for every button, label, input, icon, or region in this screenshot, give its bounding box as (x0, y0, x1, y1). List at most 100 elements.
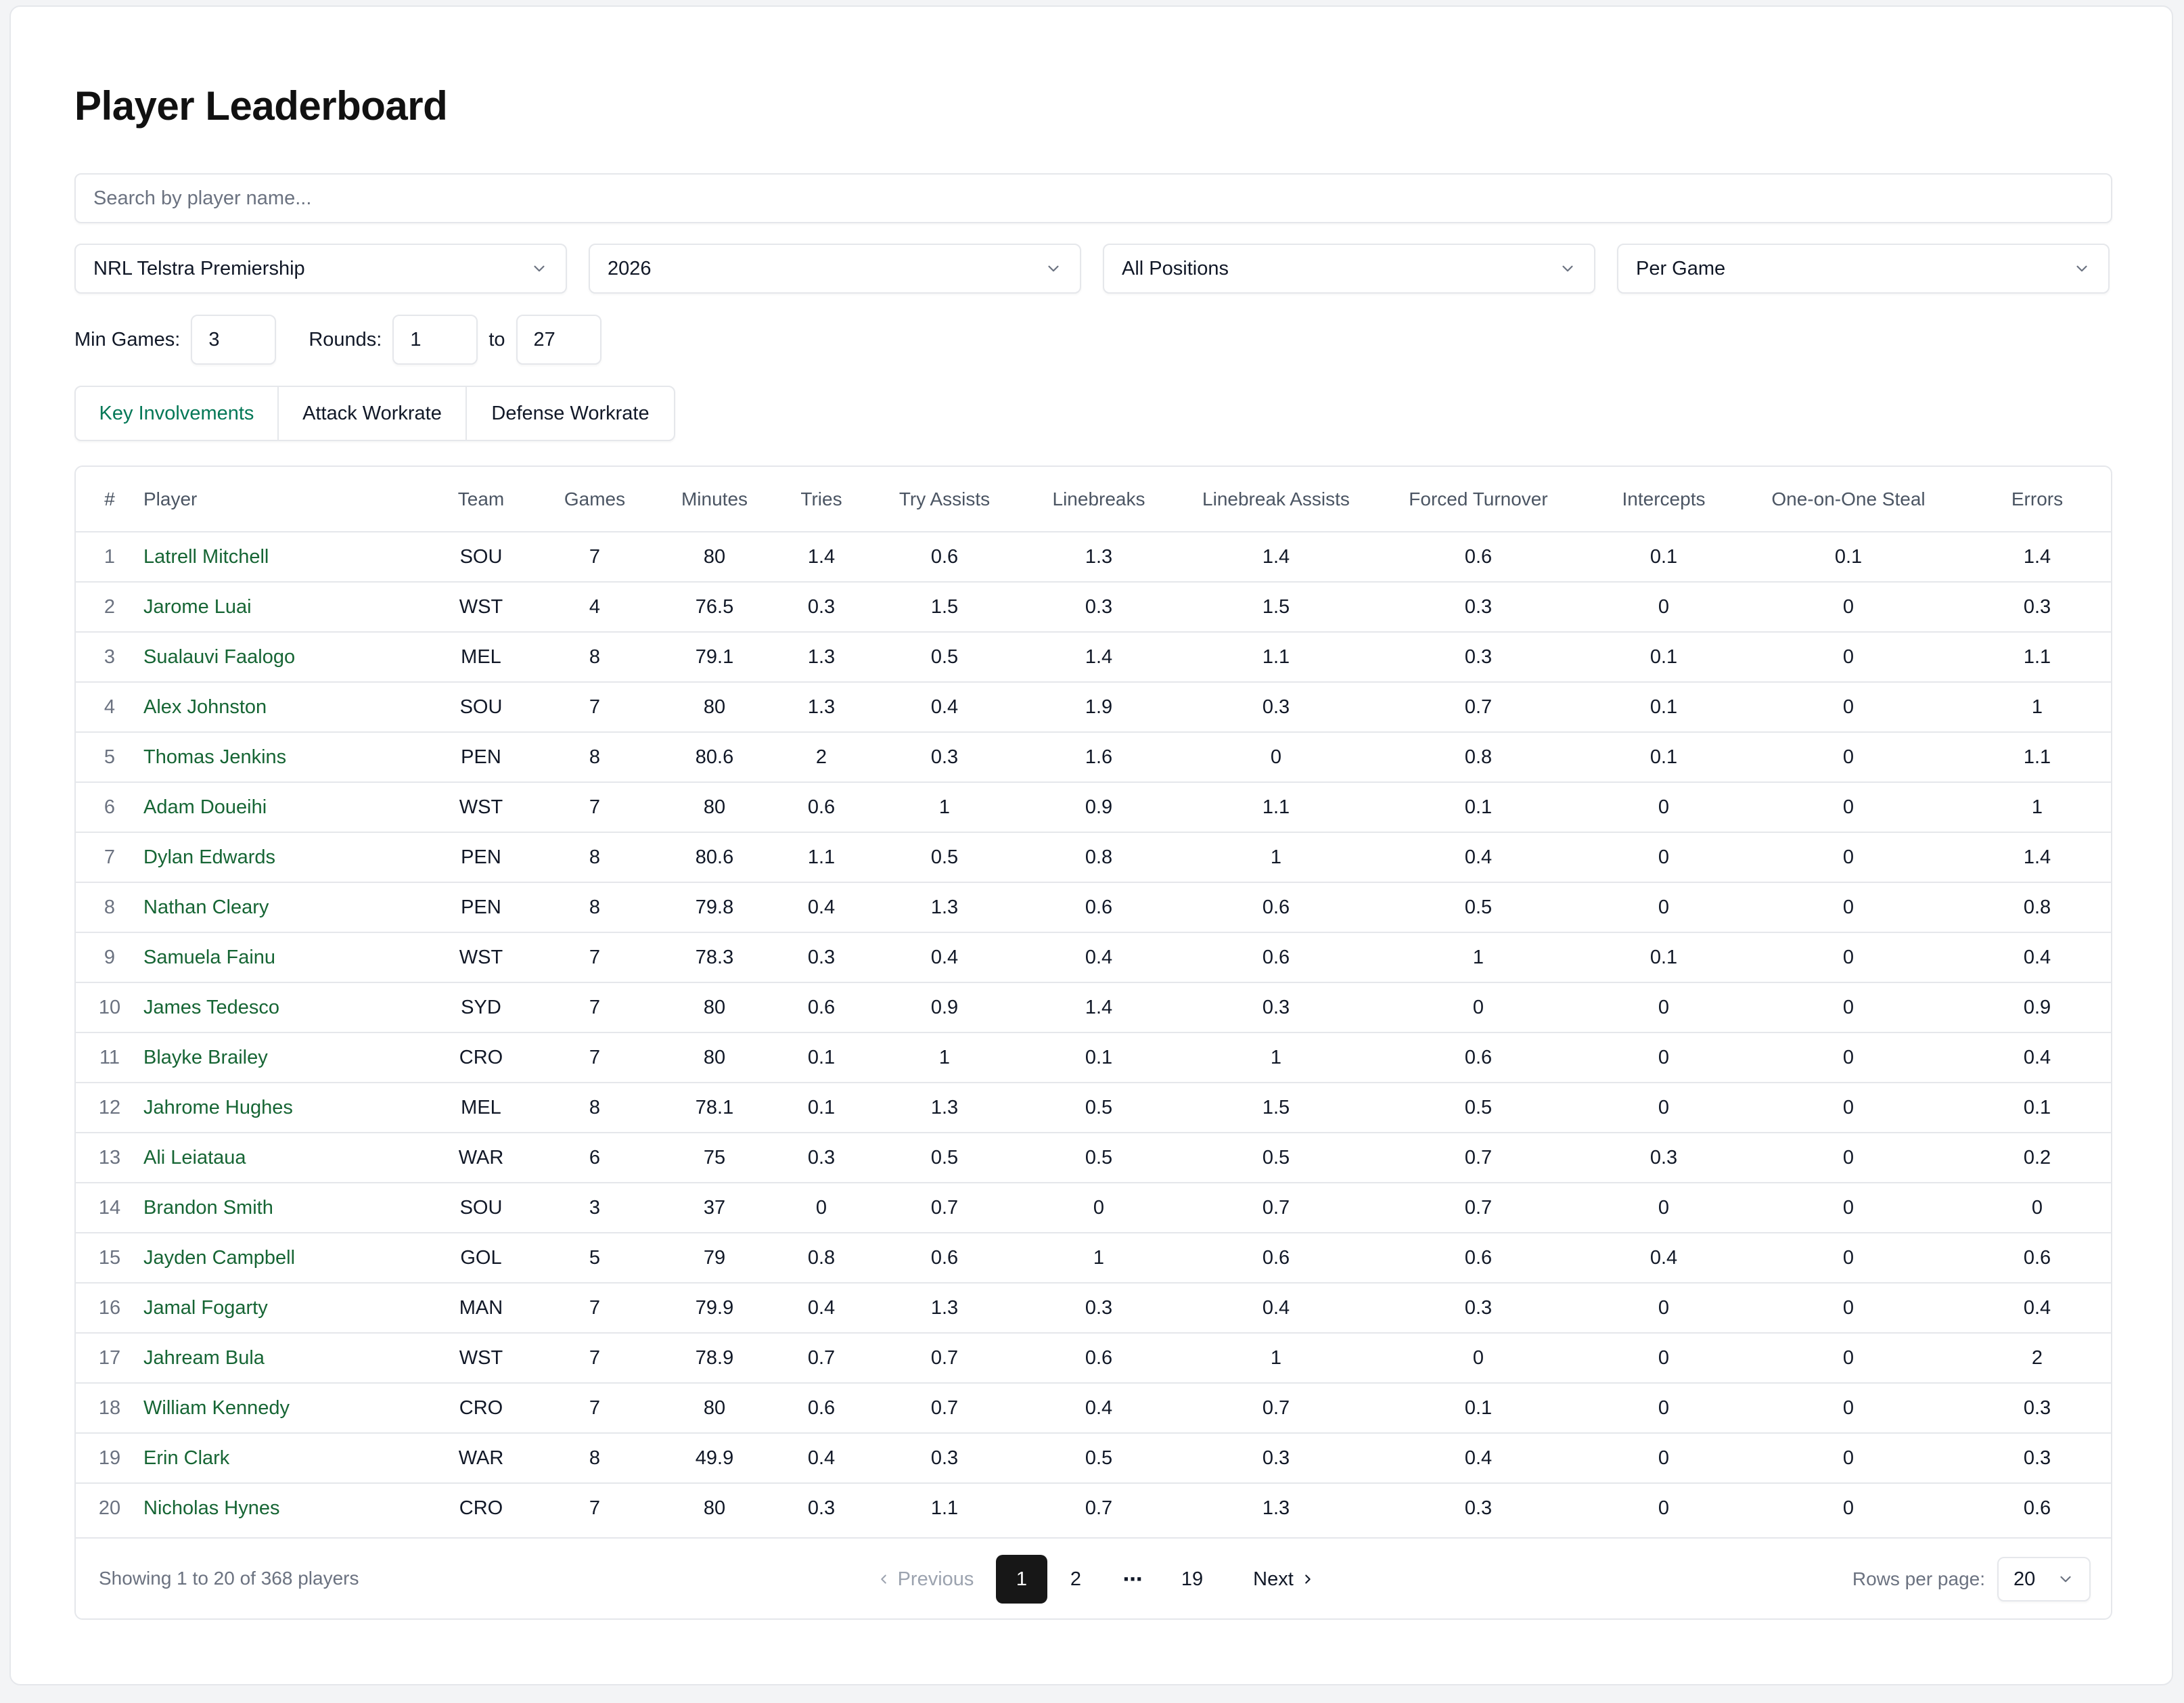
cell-team: MEL (461, 645, 501, 668)
cell-player: Jahream Bula (143, 1333, 437, 1383)
header-forced-turnover[interactable]: Forced Turnover (1409, 488, 1548, 509)
player-link[interactable]: Jarome Luai (143, 595, 252, 618)
cell-player: William Kennedy (143, 1383, 437, 1433)
cell-one-on-one-steal: 0 (1842, 1346, 1855, 1369)
season-select[interactable]: 2026 (589, 244, 1081, 294)
cell-rank: 7 (104, 846, 116, 868)
stat-mode-select[interactable]: Per Game (1617, 244, 2110, 294)
cell-forced-turnover: 0.5 (1464, 1096, 1493, 1118)
header-one-on-one-steal[interactable]: One-on-One Steal (1771, 488, 1926, 509)
cell-minutes: 80 (703, 696, 726, 718)
cell-minutes: 79.9 (695, 1296, 734, 1319)
header-try-assists[interactable]: Try Assists (898, 488, 991, 509)
header-team[interactable]: Team (457, 488, 505, 509)
competition-select[interactable]: NRL Telstra Premiership (74, 244, 567, 294)
min-games-input[interactable] (191, 315, 277, 365)
cell-linebreak-assists: 0.3 (1262, 696, 1290, 718)
rows-per-page-select[interactable]: 20 (1997, 1557, 2091, 1602)
cell-linebreak-assists: 1.5 (1262, 1096, 1290, 1118)
cell-errors: 1 (2031, 796, 2043, 818)
header-tries[interactable]: Tries (800, 488, 842, 509)
page-19-button[interactable]: 19 (1181, 1568, 1204, 1590)
cell-team: PEN (461, 896, 501, 918)
cell-minutes: 80 (703, 796, 726, 818)
previous-page-button[interactable]: Previous (867, 1555, 982, 1604)
player-link[interactable]: Dylan Edwards (143, 846, 276, 868)
player-link[interactable]: Sualauvi Faalogo (143, 645, 296, 668)
player-link[interactable]: Blayke Brailey (143, 1046, 268, 1068)
header-linebreak-assists[interactable]: Linebreak Assists (1202, 488, 1350, 509)
cell-forced-turnover: 1 (1472, 946, 1484, 968)
cell-team: SYD (461, 996, 501, 1018)
cell-one-on-one-steal: 0 (1842, 1046, 1855, 1068)
cell-team: CRO (459, 1397, 503, 1419)
cell-errors: 0.8 (2023, 896, 2051, 918)
cell-forced-turnover: 0.7 (1464, 1196, 1493, 1219)
cell-linebreaks: 1 (1093, 1246, 1105, 1269)
cell-games: 7 (589, 696, 601, 718)
cell-errors: 1 (2031, 696, 2043, 718)
player-link[interactable]: Adam Doueihi (143, 796, 267, 818)
season-value: 2026 (608, 257, 652, 279)
cell-team: WAR (458, 1447, 504, 1469)
cell-intercepts: 0 (1658, 896, 1670, 918)
header-intercepts[interactable]: Intercepts (1622, 488, 1706, 509)
cell-games: 7 (589, 545, 601, 568)
player-link[interactable]: Thomas Jenkins (143, 746, 287, 768)
cell-team: MAN (459, 1296, 503, 1319)
cell-errors: 0 (2031, 1196, 2043, 1219)
header-errors[interactable]: Errors (2011, 488, 2064, 509)
cell-minutes: 80 (703, 545, 726, 568)
cell-linebreak-assists: 1.1 (1262, 796, 1290, 818)
tab-key-involvements[interactable]: Key Involvements (76, 387, 279, 440)
cell-games: 7 (589, 1497, 601, 1519)
player-link[interactable]: Nicholas Hynes (143, 1497, 280, 1519)
cell-games: 7 (589, 1346, 601, 1369)
round-from-input[interactable] (392, 315, 478, 365)
cell-tries: 1.4 (807, 545, 836, 568)
rounds-to-label: to (488, 328, 505, 350)
cell-minutes: 37 (703, 1196, 726, 1219)
player-link[interactable]: Samuela Fainu (143, 946, 276, 968)
player-link[interactable]: Jahream Bula (143, 1346, 265, 1369)
chevron-down-icon (2057, 1570, 2074, 1588)
cell-team: WST (459, 595, 503, 618)
tab-attack-workrate[interactable]: Attack Workrate (279, 387, 467, 440)
header-player[interactable]: Player (143, 488, 198, 509)
page-2-button[interactable]: 2 (1070, 1568, 1082, 1590)
table-row: 19 Erin Clark WAR 8 49.9 0.4 0.3 0.5 0.3 0.4 0 0 0.3 (76, 1433, 2111, 1483)
player-link[interactable]: Latrell Mitchell (143, 545, 269, 568)
cell-linebreaks: 0 (1093, 1196, 1105, 1219)
cell-tries: 0.6 (807, 1397, 836, 1419)
header-linebreaks[interactable]: Linebreaks (1052, 488, 1145, 509)
header-games[interactable]: Games (564, 488, 626, 509)
player-link[interactable]: Alex Johnston (143, 696, 267, 718)
cell-forced-turnover: 0.5 (1464, 896, 1493, 918)
cell-minutes: 49.9 (695, 1447, 734, 1469)
search-input[interactable] (74, 173, 2112, 223)
player-link[interactable]: Ali Leiataua (143, 1146, 246, 1168)
next-page-button[interactable]: Next (1237, 1555, 1332, 1604)
cell-games: 8 (589, 746, 601, 768)
cell-try-assists: 0.6 (930, 545, 959, 568)
cell-linebreak-assists: 1.3 (1262, 1497, 1290, 1519)
header-minutes[interactable]: Minutes (681, 488, 748, 509)
cell-rank: 6 (104, 796, 116, 818)
player-link[interactable]: William Kennedy (143, 1397, 290, 1419)
position-select[interactable]: All Positions (1103, 244, 1595, 294)
player-link[interactable]: Jayden Campbell (143, 1246, 296, 1269)
player-link[interactable]: Nathan Cleary (143, 896, 269, 918)
player-link[interactable]: Jamal Fogarty (143, 1296, 268, 1319)
header-rank[interactable]: # (104, 488, 115, 509)
leaderboard-table: # Player Team Games Minutes Tries Try As… (74, 466, 2112, 1620)
player-link[interactable]: Erin Clark (143, 1447, 230, 1469)
round-to-input[interactable] (516, 315, 601, 365)
player-link[interactable]: Jahrome Hughes (143, 1096, 293, 1118)
cell-player: Sualauvi Faalogo (143, 632, 437, 682)
table-row: 5 Thomas Jenkins PEN 8 80.6 2 0.3 1.6 0 0.8 0.1 0 1.… (76, 732, 2111, 782)
cell-minutes: 78.1 (695, 1096, 734, 1118)
player-link[interactable]: Brandon Smith (143, 1196, 273, 1219)
tab-defense-workrate[interactable]: Defense Workrate (491, 402, 650, 424)
page-1-button[interactable]: 1 (996, 1555, 1047, 1604)
player-link[interactable]: James Tedesco (143, 996, 279, 1018)
